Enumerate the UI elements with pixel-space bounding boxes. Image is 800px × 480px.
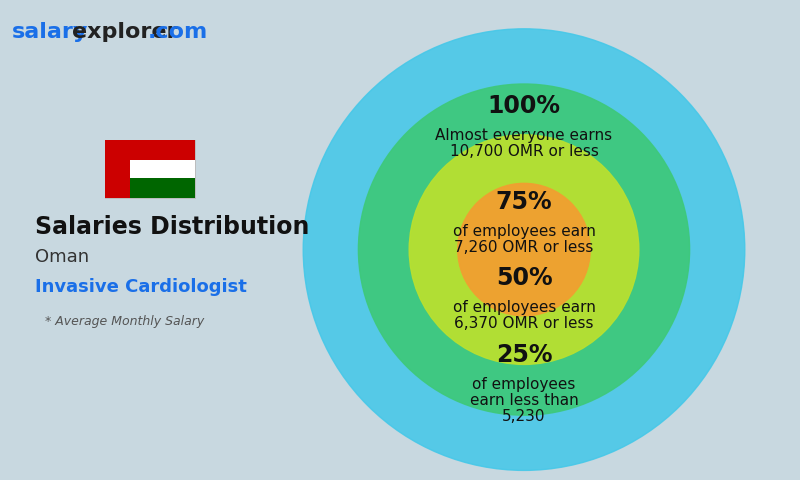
Text: explorer: explorer — [72, 22, 178, 42]
Text: 25%: 25% — [496, 343, 552, 367]
Bar — [105, 140, 130, 198]
Text: 6,370 OMR or less: 6,370 OMR or less — [454, 316, 594, 331]
Bar — [130, 178, 195, 198]
Text: * Average Monthly Salary: * Average Monthly Salary — [45, 315, 204, 328]
Text: 10,700 OMR or less: 10,700 OMR or less — [450, 144, 598, 158]
Bar — [130, 140, 195, 160]
Text: earn less than: earn less than — [470, 393, 578, 408]
Text: 100%: 100% — [487, 94, 561, 118]
Circle shape — [303, 29, 745, 470]
Bar — [105, 140, 195, 198]
Text: 7,260 OMR or less: 7,260 OMR or less — [454, 240, 594, 254]
Text: of employees: of employees — [472, 377, 576, 392]
Text: 75%: 75% — [496, 190, 552, 214]
Text: .com: .com — [148, 22, 208, 42]
Text: Oman: Oman — [35, 248, 89, 266]
Text: salary: salary — [12, 22, 88, 42]
Text: Almost everyone earns: Almost everyone earns — [435, 128, 613, 143]
Text: 50%: 50% — [496, 266, 552, 290]
Text: Invasive Cardiologist: Invasive Cardiologist — [35, 278, 247, 296]
Text: of employees earn: of employees earn — [453, 300, 595, 315]
Circle shape — [409, 135, 639, 364]
Text: 5,230: 5,230 — [502, 409, 546, 424]
Text: of employees earn: of employees earn — [453, 224, 595, 239]
Text: Salaries Distribution: Salaries Distribution — [35, 215, 310, 239]
Circle shape — [358, 84, 690, 415]
Circle shape — [458, 183, 590, 316]
